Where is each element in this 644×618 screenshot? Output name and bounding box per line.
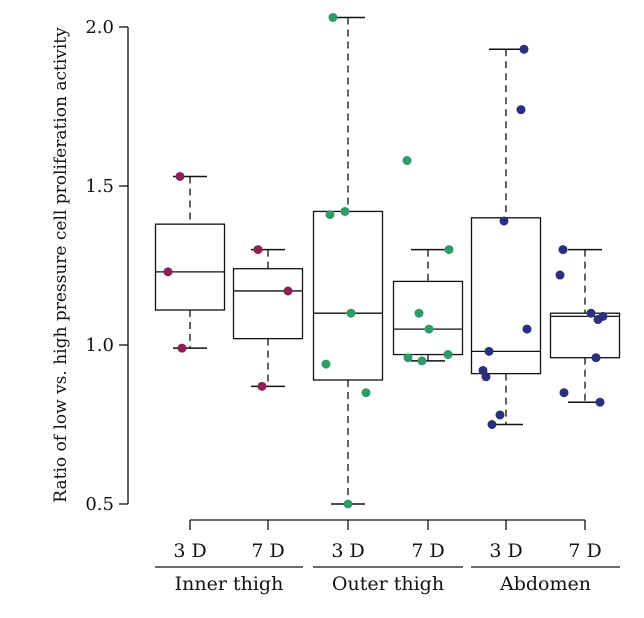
data-point (499, 216, 509, 226)
y-tick-label: 2.0 (85, 17, 114, 38)
y-tick-label: 0.5 (85, 494, 114, 515)
data-point (340, 206, 350, 216)
x-tick-label: 3 D (331, 540, 364, 562)
plot-area (154, 12, 621, 509)
data-point (558, 245, 568, 255)
box-outer-thigh-7d (392, 156, 464, 366)
box-abdomen-7d (549, 245, 621, 407)
data-point (443, 350, 453, 360)
data-point (424, 324, 434, 334)
data-point (417, 356, 427, 366)
iqr-box (470, 217, 542, 375)
data-point (519, 44, 529, 54)
data-point (595, 397, 605, 407)
x-tick-label: 3 D (173, 540, 206, 562)
box-inner-thigh-7d (232, 245, 304, 391)
data-point (253, 245, 263, 255)
iqr-box (312, 210, 384, 381)
iqr-box (392, 280, 464, 356)
data-point (402, 156, 412, 166)
data-point (321, 359, 331, 369)
data-point (516, 105, 526, 115)
data-point (175, 171, 185, 181)
data-point (559, 388, 569, 398)
data-point (555, 270, 565, 280)
box-outer-thigh-3d (312, 12, 384, 509)
data-point (328, 12, 338, 22)
data-point (591, 353, 601, 363)
box-inner-thigh-3d (154, 171, 226, 353)
y-axis-title-group: Ratio of low vs. high pressure cell prol… (51, 27, 71, 503)
data-point (522, 324, 532, 334)
data-point (444, 245, 454, 255)
group-label: Inner thigh (175, 573, 284, 595)
iqr-box (154, 223, 226, 311)
data-point (495, 410, 505, 420)
data-point (283, 286, 293, 296)
box-abdomen-3d (470, 44, 542, 429)
x-tick-label: 3 D (489, 540, 522, 562)
y-axis: 0.5 1.0 1.5 2.0 (85, 17, 129, 515)
x-tick-label: 7 D (568, 540, 601, 562)
data-point (325, 210, 335, 220)
x-tick-label: 7 D (251, 540, 284, 562)
data-point (484, 346, 494, 356)
x-tick-label: 7 D (411, 540, 444, 562)
iqr-box (232, 268, 304, 340)
data-point (346, 308, 356, 318)
data-point (586, 308, 596, 318)
data-point (481, 372, 491, 382)
data-point (343, 499, 353, 509)
data-point (257, 381, 267, 391)
group-label: Abdomen (499, 573, 591, 595)
iqr-box (549, 312, 621, 359)
y-axis-title: Ratio of low vs. high pressure cell prol… (51, 27, 71, 503)
data-point (361, 388, 371, 398)
y-tick-label: 1.5 (85, 176, 114, 197)
data-point (403, 353, 413, 363)
data-point (414, 308, 424, 318)
data-point (487, 420, 497, 429)
data-point (593, 315, 603, 325)
data-point (177, 343, 187, 353)
data-point (163, 267, 173, 277)
x-axis: 3 D 7 D Inner thigh 3 D 7 D Outer thigh 3 D 7 D… (155, 519, 620, 595)
y-tick-label: 1.0 (85, 335, 114, 356)
group-label: Outer thigh (332, 573, 444, 595)
